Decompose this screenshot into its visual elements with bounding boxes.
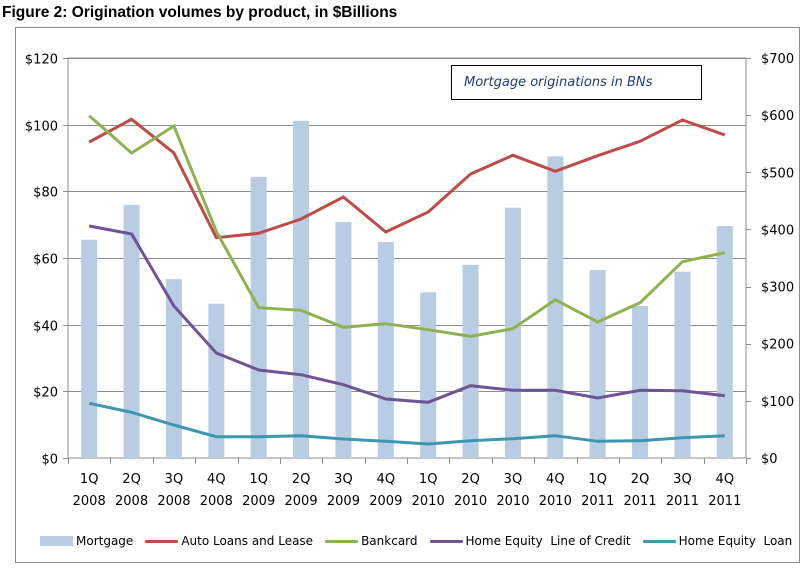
x-axis-label-quarter: 1Q (588, 472, 607, 487)
right-axis-label: $600 (761, 109, 794, 124)
bar-mortgage (462, 264, 479, 458)
x-axis-label-quarter: 1Q (249, 472, 268, 487)
x-axis-label-year: 2010 (539, 494, 572, 509)
bar-mortgage (420, 292, 437, 458)
left-axis-label: $60 (33, 253, 58, 268)
x-axis-label-year: 2008 (73, 494, 106, 509)
legend-swatch (145, 539, 179, 543)
x-axis-label-quarter: 1Q (80, 472, 99, 487)
chart-frame (15, 27, 800, 563)
x-axis-label-year: 2011 (581, 494, 614, 509)
left-axis-label: $120 (25, 53, 58, 68)
right-axis-label: $200 (761, 338, 794, 353)
x-axis-label-quarter: 2Q (461, 472, 480, 487)
legend-item: Auto Loans and Lease (145, 534, 313, 548)
line-home-equity-loan (88, 401, 725, 446)
legend-item: Mortgage (40, 534, 133, 548)
right-axis-label: $700 (761, 52, 794, 67)
x-axis-label-quarter: 2Q (122, 472, 141, 487)
bar-mortgage (335, 222, 352, 458)
x-axis-label-quarter: 3Q (334, 472, 353, 487)
right-axis-label: $500 (761, 166, 794, 181)
x-axis-label-year: 2009 (242, 494, 275, 509)
legend-label: Home Equity Loan (678, 534, 793, 548)
bar-mortgage (632, 306, 649, 458)
x-axis-label-quarter: 3Q (504, 472, 523, 487)
legend-swatch (429, 539, 463, 543)
legend-swatch (642, 539, 676, 543)
legend-label: Bankcard (361, 534, 418, 548)
x-axis-label-year: 2009 (285, 494, 318, 509)
legend-item: Home Equity Line of Credit (429, 534, 631, 548)
bar-mortgage (377, 242, 394, 458)
x-axis-label-year: 2008 (157, 494, 190, 509)
legend-swatch (40, 536, 73, 546)
x-axis-label-year: 2008 (115, 494, 148, 509)
annotation-box: Mortgage originations in BNs (451, 65, 702, 100)
legend-label: Auto Loans and Lease (181, 534, 314, 548)
legend-swatch (325, 539, 359, 543)
bar-mortgage (547, 156, 564, 459)
right-axis-label: $400 (761, 223, 794, 238)
legend-label: Mortgage (76, 534, 134, 548)
right-axis-label: $300 (761, 281, 794, 296)
line-home-equity-line-of-credit (88, 224, 725, 404)
x-axis-label-year: 2010 (412, 494, 445, 509)
left-axis-label: $100 (25, 120, 58, 135)
bar-mortgage (674, 271, 691, 458)
x-axis-label-year: 2011 (666, 494, 699, 509)
bar-mortgage (716, 226, 733, 458)
left-axis-label: $0 (41, 453, 58, 468)
x-axis-label-quarter: 1Q (419, 472, 438, 487)
line-bankcard (88, 114, 726, 338)
x-axis-label-quarter: 4Q (207, 472, 226, 487)
legend: Mortgage Auto Loans and Lease Bankcard Home… (40, 532, 804, 550)
bar-mortgage (165, 279, 182, 458)
x-axis-label-quarter: 3Q (165, 472, 184, 487)
left-axis-label: $20 (33, 386, 58, 401)
left-axis-label: $40 (33, 320, 58, 335)
right-axis-label: $0 (761, 452, 778, 467)
bar-mortgage (81, 239, 98, 458)
x-axis-label-quarter: 2Q (292, 472, 311, 487)
x-axis-label-year: 2011 (708, 494, 741, 509)
x-axis-label-year: 2008 (200, 494, 233, 509)
x-axis-label-quarter: 3Q (673, 472, 692, 487)
x-axis-label-quarter: 4Q (716, 472, 735, 487)
right-axis-label: $100 (761, 395, 794, 410)
legend-item: Bankcard (325, 534, 418, 548)
bar-mortgage (250, 176, 267, 458)
bar-mortgage (123, 204, 140, 458)
bar-mortgage (589, 270, 606, 458)
bar-mortgage (504, 207, 521, 458)
x-axis-label-year: 2011 (624, 494, 657, 509)
x-axis-label-quarter: 2Q (631, 472, 650, 487)
bar-mortgage (293, 120, 310, 458)
x-axis-label-year: 2010 (454, 494, 487, 509)
line-auto-loans-and-lease (88, 117, 726, 240)
x-axis-label-quarter: 4Q (377, 472, 396, 487)
bar-mortgage (208, 303, 225, 458)
x-axis-label-quarter: 4Q (546, 472, 565, 487)
legend-item: Home Equity Loan (642, 534, 793, 548)
x-axis-label-year: 2010 (496, 494, 529, 509)
annotation-text: Mortgage originations in BNs (464, 75, 653, 90)
x-axis-label-year: 2009 (327, 494, 360, 509)
figure-title: Figure 2: Origination volumes by product… (2, 4, 398, 21)
x-axis-label-year: 2009 (369, 494, 402, 509)
left-axis-label: $80 (33, 186, 58, 201)
legend-label: Home Equity Line of Credit (465, 534, 631, 548)
